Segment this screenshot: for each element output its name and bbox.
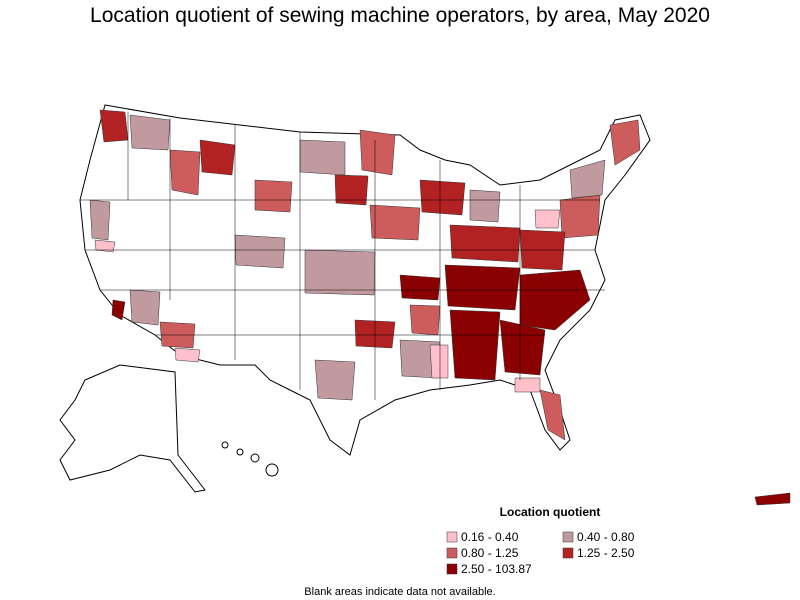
- region: [94, 239, 116, 253]
- map: [59, 104, 791, 506]
- legend-title: Location quotient: [500, 505, 601, 519]
- legend-swatch: [446, 531, 458, 543]
- region: [559, 194, 601, 239]
- region: [89, 199, 111, 241]
- region: [299, 139, 346, 176]
- region: [369, 204, 421, 241]
- region: [499, 319, 546, 376]
- region: [444, 264, 521, 311]
- regions: [89, 109, 641, 441]
- legend-swatch: [446, 563, 458, 575]
- region: [449, 224, 521, 263]
- region: [169, 149, 201, 196]
- region: [514, 377, 541, 393]
- hawaii: [221, 441, 279, 477]
- legend-label: 0.80 - 1.25: [461, 546, 519, 560]
- region: [99, 109, 129, 143]
- legend-swatch: [562, 531, 574, 543]
- region: [429, 344, 449, 379]
- region: [419, 179, 466, 216]
- region: [569, 159, 606, 199]
- region: [314, 359, 356, 401]
- region: [469, 189, 501, 223]
- region: [174, 347, 201, 363]
- region: [334, 174, 369, 206]
- region: [254, 179, 293, 213]
- puerto-rico: [754, 492, 791, 506]
- region: [129, 114, 171, 151]
- legend-label: 0.40 - 0.80: [577, 530, 635, 544]
- region: [539, 389, 566, 441]
- region: [449, 309, 501, 381]
- region: [409, 304, 441, 336]
- region: [111, 299, 126, 321]
- region: [359, 129, 396, 176]
- legend-label: 2.50 - 103.87: [461, 562, 532, 576]
- region: [609, 119, 641, 166]
- region: [199, 139, 236, 176]
- region: [399, 274, 441, 301]
- alaska: [59, 364, 206, 493]
- legend-label: 0.16 - 0.40: [461, 530, 519, 544]
- region: [234, 234, 286, 269]
- legend-items: 0.16 - 0.40 0.40 - 0.80 0.80 - 1.25 1.25 - …: [446, 530, 635, 576]
- legend-swatch: [446, 547, 458, 559]
- region: [304, 249, 376, 296]
- legend-swatch: [562, 547, 574, 559]
- region: [129, 289, 161, 326]
- region: [534, 209, 561, 229]
- title: Location quotient of sewing machine oper…: [90, 4, 710, 27]
- legend: Location quotient 0.16 - 0.40 0.40 - 0.80…: [446, 505, 635, 576]
- state-borders: [80, 112, 605, 400]
- legend-label: 1.25 - 2.50: [577, 546, 635, 560]
- note: Blank areas indicate data not available.: [304, 586, 495, 598]
